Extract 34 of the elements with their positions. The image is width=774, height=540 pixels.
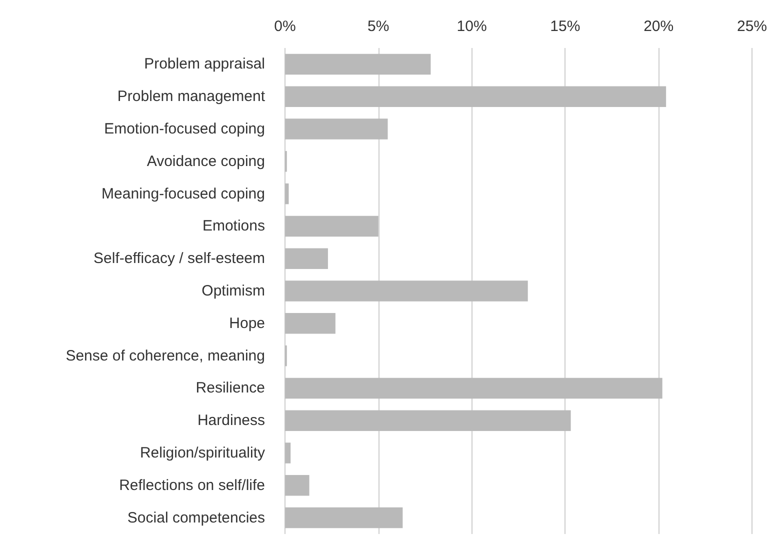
- bar: [285, 280, 528, 302]
- y-tick-label: Resilience: [196, 380, 265, 397]
- bar: [285, 442, 291, 464]
- x-tick-label: 5%: [368, 18, 390, 35]
- bar: [285, 378, 662, 399]
- y-tick-label: Self-efficacy / self-esteem: [94, 250, 265, 268]
- y-tick-label: Social competencies: [127, 509, 265, 526]
- y-tick-label: Problem appraisal: [144, 56, 265, 73]
- bar: [285, 410, 571, 431]
- bar: [285, 183, 289, 204]
- y-tick-label: Emotions: [202, 218, 265, 235]
- y-tick-label: Avoidance coping: [146, 152, 265, 170]
- x-tick-label: 0%: [274, 18, 296, 35]
- y-tick-label: Problem management: [117, 88, 266, 106]
- bar: [285, 475, 310, 496]
- y-tick-label: Emotion-focused coping: [104, 120, 265, 138]
- y-tick-label: Reflections on self/life: [119, 476, 265, 494]
- bar: [285, 248, 328, 269]
- x-tick-label: 15%: [550, 18, 580, 35]
- x-tick-label: 20%: [644, 18, 674, 35]
- y-tick-label: Sense of coherence, meaning: [66, 347, 265, 364]
- bar: [285, 507, 403, 528]
- y-tick-label: Hardiness: [197, 412, 265, 430]
- y-tick-label: Meaning-focused coping: [102, 185, 265, 202]
- x-tick-label: 10%: [456, 18, 487, 35]
- bar: [285, 54, 431, 75]
- y-tick-label: Optimism: [202, 282, 265, 300]
- bar: [285, 118, 388, 140]
- bar: [285, 313, 336, 334]
- x-tick-label: 25%: [736, 18, 768, 35]
- bar: [285, 86, 666, 107]
- bar: [285, 216, 378, 237]
- y-tick-label: Religion/spirituality: [140, 444, 266, 462]
- y-tick-label: Hope: [229, 314, 265, 332]
